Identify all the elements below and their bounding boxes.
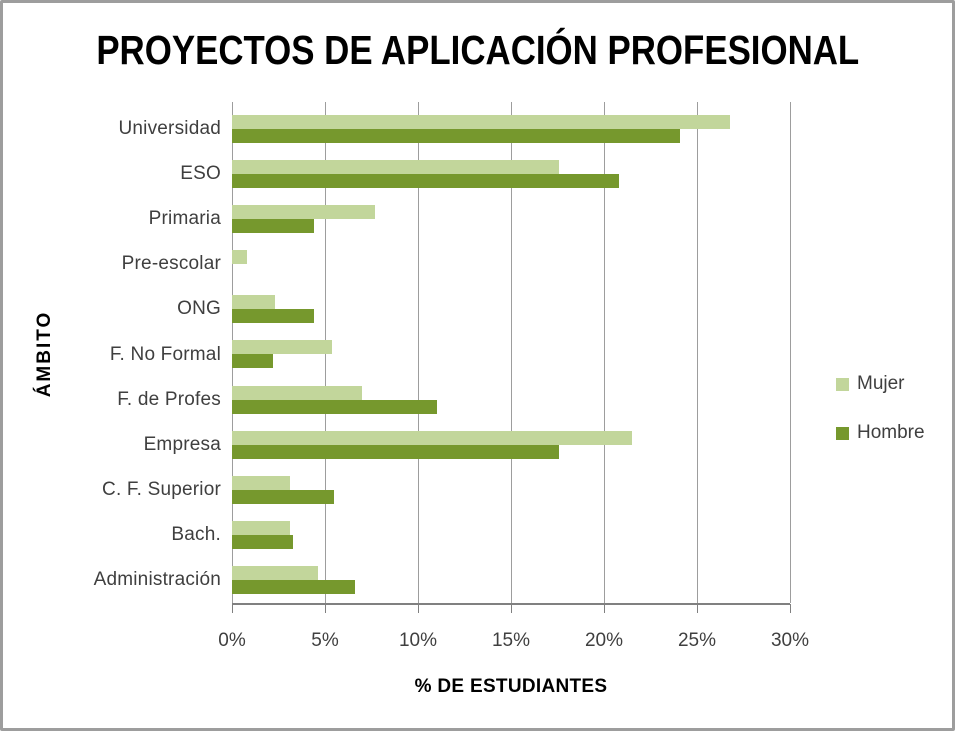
bar-hombre: [232, 490, 335, 505]
legend-item-mujer: Mujer: [836, 373, 925, 395]
bar-mujer: [232, 430, 632, 445]
category-label: Empresa: [143, 433, 221, 455]
category-label: Primaria: [148, 207, 221, 229]
gridline: [697, 102, 698, 603]
category-row: [232, 513, 790, 558]
category-label: F. de Profes: [117, 388, 221, 410]
x-tick-mark: [325, 604, 326, 613]
legend: Mujer Hombre: [836, 373, 925, 471]
y-axis-category-labels: Universidad ESO Primaria Pre-escolar ONG F. N…: [3, 106, 221, 603]
legend-item-hombre: Hombre: [836, 422, 925, 444]
chart-title: PROYECTOS DE APLICACIÓN PROFESIONAL: [3, 30, 952, 71]
bar-hombre: [232, 218, 314, 233]
bar-mujer: [232, 250, 247, 265]
x-tick-mark: [232, 604, 233, 613]
legend-label-hombre: Hombre: [857, 422, 925, 443]
category-row: [232, 242, 790, 287]
x-tick-mark: [418, 604, 419, 613]
bar-mujer: [232, 340, 333, 355]
x-tick-mark: [790, 604, 791, 613]
chart-title-text: PROYECTOS DE APLICACIÓN PROFESIONAL: [96, 27, 859, 73]
x-tick-label: 5%: [311, 630, 339, 651]
x-tick-mark: [697, 604, 698, 613]
category-label: F. No Formal: [109, 343, 221, 365]
legend-swatch-mujer: [836, 377, 849, 391]
category-label: ONG: [177, 298, 221, 320]
legend-label-mujer: Mujer: [857, 373, 905, 394]
plot-area: [232, 102, 791, 613]
legend-swatch-hombre: [836, 426, 849, 440]
category-row: [232, 287, 790, 332]
bar-mujer: [232, 385, 363, 400]
bar-hombre: [232, 128, 681, 143]
category-row: [232, 332, 790, 377]
gridline: [790, 102, 791, 603]
category-label: C. F. Superior: [102, 479, 221, 501]
x-tick-label: 15%: [491, 630, 531, 651]
bar-mujer: [232, 295, 275, 310]
bar-mujer: [232, 114, 731, 129]
x-axis-title: % DE ESTUDIANTES: [414, 676, 608, 697]
x-axis-line: [232, 603, 790, 605]
x-tick-label: 20%: [584, 630, 624, 651]
bar-hombre: [232, 309, 314, 324]
x-tick-label: 30%: [770, 630, 810, 651]
category-row: [232, 151, 790, 196]
category-label: Universidad: [118, 117, 221, 139]
bar-hombre: [232, 399, 437, 414]
category-label: Pre-escolar: [121, 253, 221, 275]
bar-hombre: [232, 580, 355, 595]
category-row: [232, 196, 790, 241]
category-row: [232, 558, 790, 603]
category-label: Bach.: [171, 524, 221, 546]
x-tick-label: 0%: [218, 630, 246, 651]
gridline: [418, 102, 419, 603]
x-axis-tick-labels: 0% 5% 10% 15% 20% 25% 30%: [218, 630, 809, 654]
bar-mujer: [232, 521, 290, 536]
category-label: ESO: [180, 162, 221, 184]
bar-hombre: [232, 173, 619, 188]
bar-mujer: [232, 476, 290, 491]
x-tick-label: 10%: [398, 630, 438, 651]
bar-hombre: [232, 535, 294, 550]
category-label: Administración: [93, 569, 221, 591]
category-row: [232, 467, 790, 512]
bar-mujer: [232, 566, 318, 581]
x-tick-mark: [511, 604, 512, 613]
x-tick-mark: [604, 604, 605, 613]
gridline: [604, 102, 605, 603]
gridline: [511, 102, 512, 603]
category-row: [232, 106, 790, 151]
category-row: [232, 422, 790, 467]
x-tick-label: 25%: [677, 630, 717, 651]
bar-hombre: [232, 354, 273, 369]
bar-mujer: [232, 204, 376, 219]
bar-hombre: [232, 444, 560, 459]
category-row: [232, 377, 790, 422]
bar-mujer: [232, 159, 560, 174]
